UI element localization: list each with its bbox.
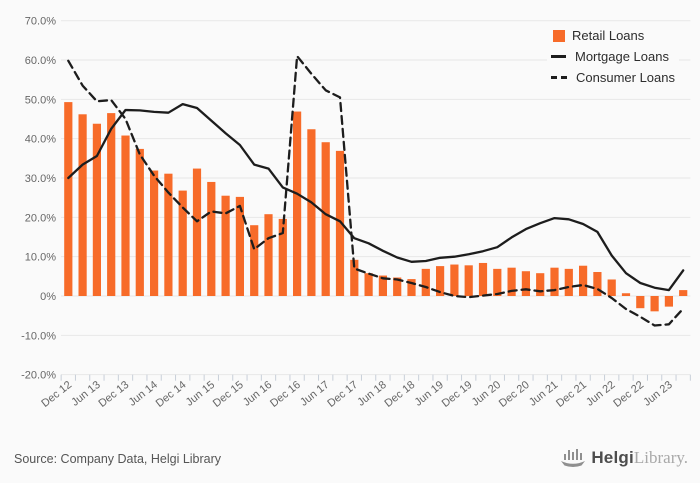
bar-jun-16 xyxy=(264,214,273,296)
bar-jun-22 xyxy=(607,279,616,296)
bar-mar-16 xyxy=(250,225,259,296)
x-axis-label: Jun 19 xyxy=(413,379,446,409)
bar-mar-19 xyxy=(421,268,430,296)
y-axis-label: 10.0% xyxy=(25,252,56,264)
bar-sep-15 xyxy=(221,195,230,296)
logo-text-library: Library. xyxy=(633,447,688,467)
bar-mar-18 xyxy=(364,273,373,296)
bar-dec-12 xyxy=(64,102,73,296)
consumer-loans-line xyxy=(67,54,685,327)
bar-sep-13 xyxy=(107,113,116,296)
helgi-ship-icon xyxy=(561,449,586,467)
legend-item-consumer-loans[interactable]: Consumer Loans xyxy=(551,70,675,85)
bar-mar-13 xyxy=(78,114,87,296)
x-axis-label: Dec 22 xyxy=(611,379,646,410)
bar-sep-16 xyxy=(278,218,287,296)
bar-dec-20 xyxy=(521,271,530,296)
bar-dec-17 xyxy=(350,259,359,296)
x-axis-label: Dec 21 xyxy=(554,379,589,410)
legend-label-consumer-loans: Consumer Loans xyxy=(576,70,675,85)
bar-jun-13 xyxy=(92,123,101,297)
bar-mar-17 xyxy=(307,129,316,296)
bar-dec-18 xyxy=(407,279,416,296)
legend: Retail Loans Mortgage Loans Consumer Loa… xyxy=(547,26,679,93)
bar-dec-19 xyxy=(464,265,473,296)
bar-sep-20 xyxy=(507,267,516,296)
x-axis-label: Dec 13 xyxy=(96,379,131,410)
bar-dec-22 xyxy=(636,296,645,309)
bar-mar-23 xyxy=(650,296,659,312)
x-axis-label: Jun 20 xyxy=(470,379,503,409)
mortgage-loans-line xyxy=(67,102,685,292)
x-axis-label: Jun 14 xyxy=(127,379,160,409)
bar-sep-19 xyxy=(450,264,459,296)
logo-text-helgi: Helgi xyxy=(591,447,634,467)
source-text: Source: Company Data, Helgi Library xyxy=(14,452,222,466)
bar-jun-19 xyxy=(436,266,445,296)
bar-sep-22 xyxy=(621,293,631,296)
bar-dec-14 xyxy=(178,190,187,296)
x-axis-label: Dec 12 xyxy=(39,379,74,410)
bar-sep-14 xyxy=(164,173,173,296)
y-axis-label: 0% xyxy=(40,291,56,303)
y-axis-label: 30.0% xyxy=(25,173,56,185)
bar-jun-23 xyxy=(664,296,673,307)
mortgage-loans-swatch-icon xyxy=(551,55,566,58)
y-axis-label: 70.0% xyxy=(25,16,56,28)
bar-jun-17 xyxy=(321,142,330,296)
y-axis-label: 20.0% xyxy=(25,212,56,224)
x-axis-label: Dec 17 xyxy=(325,379,360,410)
x-axis-label: Jun 21 xyxy=(527,379,560,409)
x-axis-label: Jun 16 xyxy=(241,379,274,409)
x-axis-label: Dec 14 xyxy=(154,379,189,410)
bar-dec-16 xyxy=(293,111,302,296)
bar-sep-23 xyxy=(679,290,688,296)
x-axis-label: Jun 18 xyxy=(355,379,388,409)
y-axis-label: 40.0% xyxy=(25,134,56,146)
x-axis-label: Jun 23 xyxy=(641,379,674,409)
y-axis-label: 50.0% xyxy=(25,94,56,106)
bar-jun-15 xyxy=(207,181,216,296)
consumer-loans-swatch-icon xyxy=(551,76,567,79)
legend-item-mortgage-loans[interactable]: Mortgage Loans xyxy=(551,49,675,64)
retail-loans-swatch-icon xyxy=(553,29,565,42)
bar-jun-21 xyxy=(550,267,559,296)
helgi-library-logo: Helgi Library. xyxy=(560,447,688,468)
bar-mar-20 xyxy=(478,262,488,296)
x-axis-label: Jun 22 xyxy=(584,379,617,409)
bar-dec-21 xyxy=(579,265,588,296)
bar-mar-21 xyxy=(536,273,545,296)
bar-mar-22 xyxy=(593,272,602,296)
legend-label-retail-loans: Retail Loans xyxy=(572,28,645,43)
x-axis-label: Dec 20 xyxy=(497,379,532,410)
y-axis-label: -10.0% xyxy=(21,330,56,342)
bar-dec-15 xyxy=(235,196,244,296)
x-axis-label: Jun 17 xyxy=(298,379,331,409)
bar-sep-18 xyxy=(393,277,402,296)
x-axis-label: Dec 19 xyxy=(440,379,475,410)
y-axis-label: -20.0% xyxy=(21,370,56,382)
bar-jun-18 xyxy=(378,275,387,296)
legend-label-mortgage-loans: Mortgage Loans xyxy=(575,49,669,64)
y-axis-label: 60.0% xyxy=(25,55,56,67)
bar-jun-14 xyxy=(150,170,159,296)
x-axis-label: Dec 16 xyxy=(268,379,303,410)
bar-mar-14 xyxy=(135,148,144,296)
x-axis-label: Jun 15 xyxy=(184,379,217,409)
x-axis-label: Dec 15 xyxy=(211,379,246,410)
bar-dec-13 xyxy=(121,135,130,296)
x-axis-label: Dec 18 xyxy=(382,379,417,410)
bar-mar-15 xyxy=(192,168,202,296)
x-axis-label: Jun 13 xyxy=(69,379,102,409)
bar-jun-20 xyxy=(493,268,502,296)
legend-item-retail-loans[interactable]: Retail Loans xyxy=(551,28,675,43)
bar-sep-17 xyxy=(335,150,345,296)
bar-sep-21 xyxy=(564,268,573,296)
